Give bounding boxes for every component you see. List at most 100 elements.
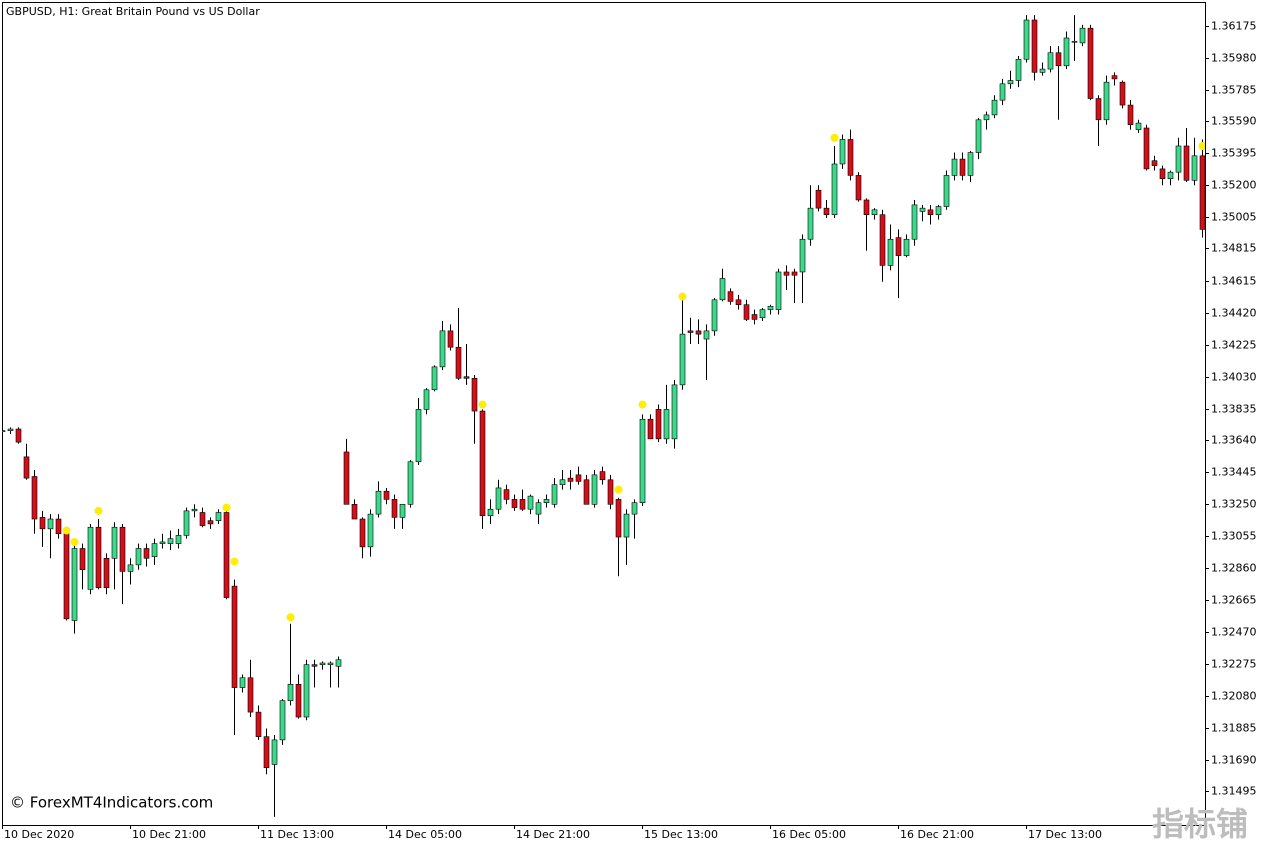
candle-body — [215, 512, 222, 521]
fractal-marker — [70, 537, 79, 546]
fractal-marker — [614, 485, 623, 494]
y-tick-label: 1.33445 — [1211, 466, 1257, 479]
candle-body — [263, 736, 270, 769]
candle-body — [1071, 40, 1078, 43]
candle-body — [239, 677, 246, 688]
candle-body — [111, 526, 118, 559]
candle-body — [607, 479, 614, 505]
candle-body — [919, 207, 926, 212]
candle-body — [679, 333, 686, 386]
candle-body — [631, 502, 638, 515]
candle-body — [455, 346, 462, 379]
candle-body — [871, 209, 878, 216]
candle-body — [383, 490, 390, 500]
y-tick-label: 1.35200 — [1211, 179, 1257, 192]
candle-body — [1111, 75, 1118, 80]
candle-body — [951, 158, 958, 176]
candle-body — [279, 700, 286, 741]
candle-body — [143, 548, 150, 559]
candle-body — [975, 119, 982, 153]
fractal-marker — [222, 503, 231, 512]
y-tick-label: 1.35590 — [1211, 115, 1257, 128]
fractal-marker — [286, 613, 295, 622]
candle-body — [935, 206, 942, 216]
candle-body — [1039, 68, 1046, 73]
candle-body — [47, 518, 54, 530]
y-tick-label: 1.35395 — [1211, 147, 1257, 160]
candle-body — [127, 564, 134, 572]
candle-body — [1199, 155, 1205, 230]
candle-body — [759, 309, 766, 319]
candle-body — [927, 209, 934, 216]
candle-body — [855, 175, 862, 201]
candle-body — [815, 189, 822, 209]
x-tick-label: 14 Dec 05:00 — [388, 828, 462, 841]
y-tick-label: 1.36175 — [1211, 20, 1257, 33]
y-tick-label: 1.32470 — [1211, 626, 1257, 639]
candle-body — [1023, 19, 1030, 60]
candle-body — [863, 199, 870, 216]
candle-body — [1159, 168, 1166, 180]
plot-area — [2, 15, 1205, 817]
chart-title: GBPUSD, H1: Great Britain Pound vs US Do… — [6, 5, 260, 18]
copyright: © ForexMT4Indicators.com — [10, 794, 213, 812]
candle-body — [135, 548, 142, 566]
candle-body — [583, 479, 590, 505]
y-tick-label: 1.34815 — [1211, 242, 1257, 255]
candle-body — [983, 114, 990, 121]
candle-body — [103, 558, 110, 589]
candle-body — [887, 238, 894, 266]
candle-body — [159, 541, 166, 544]
candle-body — [23, 456, 30, 479]
fractal-marker — [638, 400, 647, 409]
candle-body — [183, 510, 190, 536]
candle-body — [151, 543, 158, 557]
candle-body — [343, 451, 350, 505]
candle-body — [1095, 98, 1102, 121]
candle-body — [1151, 160, 1158, 166]
candle-body — [327, 662, 334, 665]
candle-body — [271, 739, 278, 765]
candle-body — [407, 461, 414, 505]
fractal-marker — [230, 557, 239, 566]
candle-body — [207, 520, 214, 525]
y-tick-label: 1.33640 — [1211, 434, 1257, 447]
candle-body — [711, 299, 718, 332]
candle-body — [31, 476, 38, 520]
candle-body — [311, 664, 318, 667]
candle-body — [727, 291, 734, 302]
candle-body — [999, 83, 1006, 101]
candle-body — [895, 237, 902, 256]
candle-body — [1031, 19, 1038, 73]
candle-body — [295, 683, 302, 718]
candle-body — [527, 495, 534, 510]
candle-body — [791, 271, 798, 276]
candle-body — [1015, 58, 1022, 81]
candle-body — [79, 548, 86, 571]
candle-body — [687, 330, 694, 333]
y-tick-label: 1.32860 — [1211, 562, 1257, 575]
candle-body — [191, 508, 198, 512]
candle-body — [655, 409, 662, 440]
candle-body — [287, 683, 294, 701]
candle-body — [223, 512, 230, 598]
candle-body — [847, 139, 854, 176]
fractal-marker — [1198, 141, 1205, 150]
candle-body — [439, 330, 446, 368]
candle-body — [943, 175, 950, 207]
candle-body — [903, 238, 910, 256]
candle-body — [511, 499, 518, 508]
candle-body — [551, 484, 558, 505]
candle-body — [247, 677, 254, 713]
x-tick-label: 17 Dec 13:00 — [1028, 828, 1102, 841]
candle-body — [1191, 155, 1198, 181]
candle-body — [447, 330, 454, 348]
candle-body — [623, 513, 630, 538]
candle-body — [1183, 145, 1190, 181]
candle-body — [535, 502, 542, 515]
candle-body — [1079, 27, 1086, 44]
candle-body — [471, 378, 478, 412]
y-tick-label: 1.31495 — [1211, 785, 1257, 798]
